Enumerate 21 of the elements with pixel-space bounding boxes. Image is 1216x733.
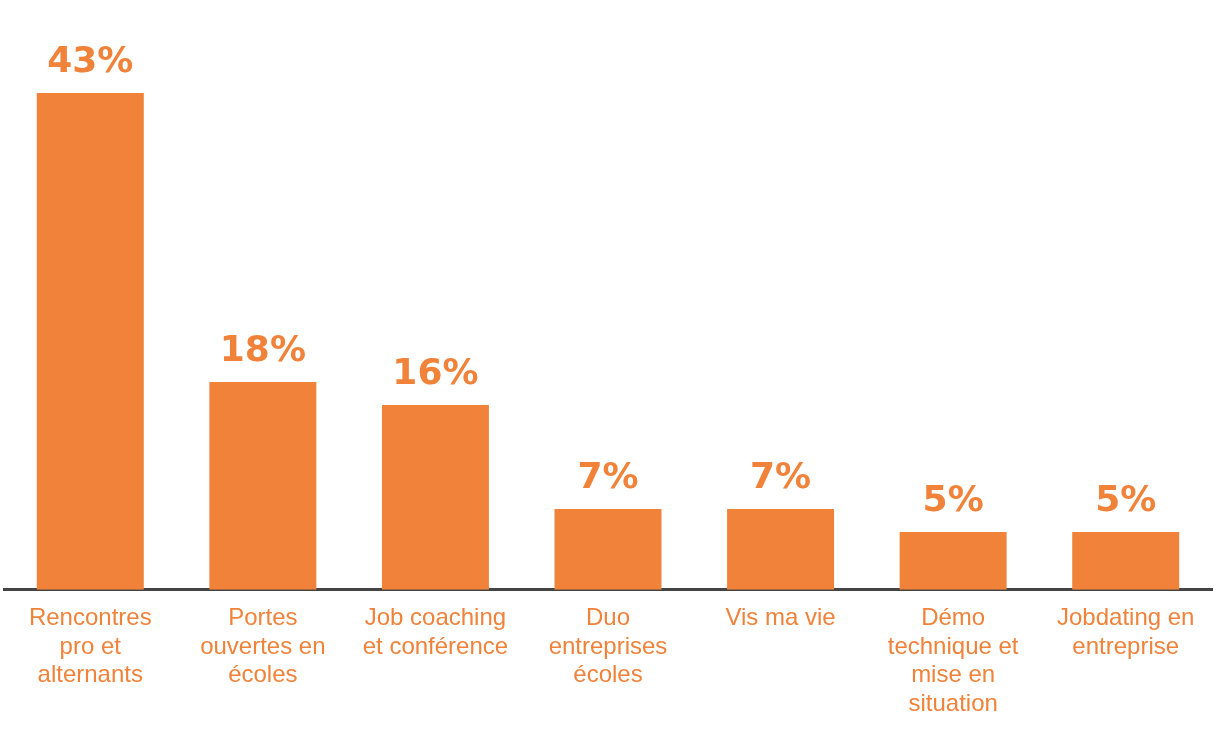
bar xyxy=(899,532,1007,590)
x-tick-label: Rencontres pro et alternants xyxy=(28,602,152,688)
data-label: 7% xyxy=(577,455,639,497)
data-label: 16% xyxy=(392,351,479,393)
x-tick-label: Démo technique et mise en situation xyxy=(887,602,1019,717)
data-label: 43% xyxy=(47,39,134,81)
bar xyxy=(727,508,835,590)
data-label: 7% xyxy=(750,455,812,497)
bar xyxy=(554,508,662,590)
x-tick-label: Duo entreprises écoles xyxy=(548,602,668,688)
data-label: 5% xyxy=(1095,478,1157,520)
x-tick-label: Portes ouvertes en écoles xyxy=(200,602,326,688)
bar xyxy=(209,381,317,590)
bar xyxy=(36,93,144,590)
bar xyxy=(381,404,489,590)
x-tick-label: Job coaching et conférence xyxy=(362,602,509,659)
data-label: 18% xyxy=(219,328,306,370)
x-tick-label: Jobdating en entreprise xyxy=(1056,602,1195,659)
x-tick-label: Vis ma vie xyxy=(725,602,836,630)
bar xyxy=(1072,532,1180,590)
data-label: 5% xyxy=(922,478,984,520)
